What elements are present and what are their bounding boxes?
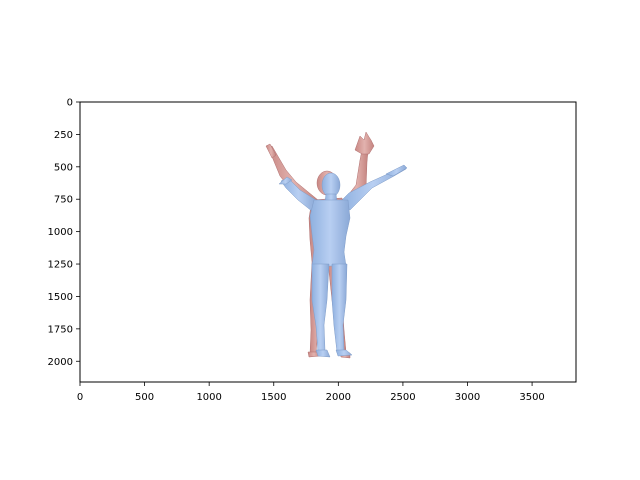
y-axis: 0 250 500 750 1000 1250 1500 1750 2000 — [48, 98, 80, 368]
y-tick-label: 2000 — [48, 357, 73, 368]
y-tick-label: 1250 — [48, 260, 73, 271]
x-tick-label: 3500 — [519, 392, 544, 403]
x-tick-label: 1500 — [261, 392, 286, 403]
x-tick-label: 2500 — [390, 392, 415, 403]
x-tick-label: 3000 — [455, 392, 480, 403]
image-content — [265, 131, 408, 359]
x-tick-label: 1000 — [196, 392, 221, 403]
y-tick-label: 0 — [67, 98, 73, 109]
x-axis: 0 500 1000 1500 2000 2500 3000 3500 — [77, 382, 545, 403]
y-tick-label: 1500 — [48, 292, 73, 303]
axes-frame — [79, 101, 577, 383]
y-tick-label: 1750 — [48, 324, 73, 335]
y-tick-label: 750 — [54, 195, 73, 206]
x-tick-label: 2000 — [326, 392, 351, 403]
x-tick-label: 0 — [77, 392, 83, 403]
x-tick-label: 500 — [135, 392, 154, 403]
prediction-mesh — [278, 164, 408, 358]
y-tick-label: 250 — [54, 130, 73, 141]
y-tick-label: 1000 — [48, 227, 73, 238]
y-tick-label: 500 — [54, 162, 73, 173]
